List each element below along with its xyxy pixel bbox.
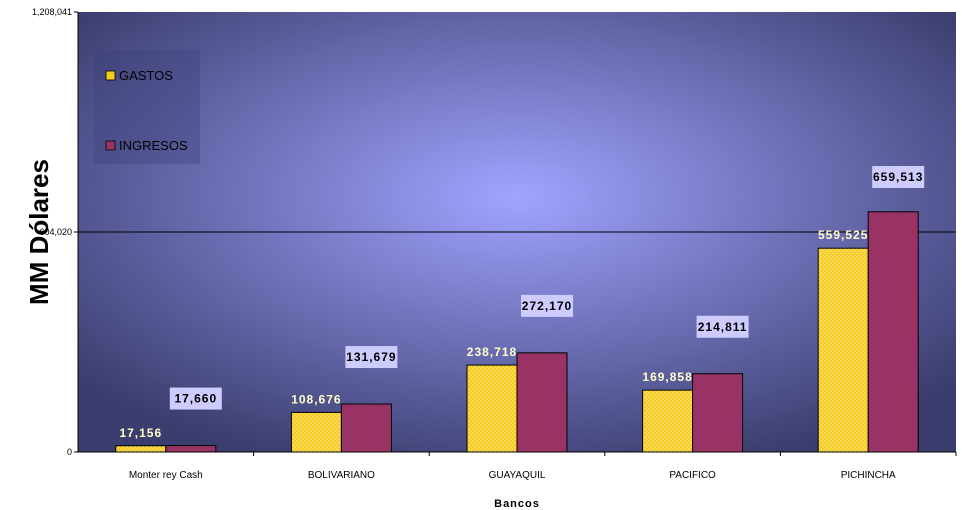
x-tick-label: Monter rey Cash bbox=[129, 470, 203, 481]
x-tick-labels: Monter rey Cash BOLIVARIANO GUAYAQUIL PACIF… bbox=[129, 452, 956, 481]
data-label-ingresos: 17,660 bbox=[174, 392, 217, 406]
legend: GASTOS INGRESOS bbox=[94, 50, 200, 164]
legend-swatch-gastos bbox=[106, 71, 115, 80]
data-label-gastos: 108,676 bbox=[291, 392, 341, 406]
data-label-ingresos: 214,811 bbox=[698, 320, 748, 334]
x-tick-label: BOLIVARIANO bbox=[308, 470, 375, 481]
bar-ingresos bbox=[693, 374, 743, 452]
legend-swatch-ingresos bbox=[106, 141, 115, 150]
data-label-ingresos: 272,170 bbox=[522, 299, 572, 313]
y-tick-label: 1,208,041 bbox=[32, 7, 72, 17]
y-tick-label: 0 bbox=[67, 447, 72, 457]
data-label-gastos: 17,156 bbox=[119, 426, 162, 440]
bar-gastos bbox=[467, 365, 517, 452]
legend-label-ingresos: INGRESOS bbox=[119, 138, 188, 153]
x-tick-label: PICHINCHA bbox=[841, 470, 896, 481]
data-label-gastos: 169,858 bbox=[642, 370, 692, 384]
data-label-gastos: 238,718 bbox=[467, 345, 517, 359]
bar-gastos bbox=[116, 446, 166, 452]
y-axis-label: MM Dólares bbox=[24, 159, 54, 305]
bar-gastos bbox=[818, 248, 868, 452]
bar-ingresos bbox=[517, 353, 567, 452]
data-label-ingresos: 659,513 bbox=[873, 170, 923, 184]
bar-ingresos bbox=[868, 212, 918, 452]
data-label-gastos: 559,525 bbox=[818, 228, 868, 242]
x-tick-label: GUAYAQUIL bbox=[489, 470, 546, 481]
data-label-ingresos: 131,679 bbox=[346, 350, 396, 364]
x-tick-label: PACIFICO bbox=[669, 470, 716, 481]
bar-ingresos bbox=[166, 446, 216, 452]
bar-ingresos bbox=[341, 404, 391, 452]
bar-gastos bbox=[291, 412, 341, 452]
legend-label-gastos: GASTOS bbox=[119, 68, 173, 83]
x-axis-label: Bancos bbox=[494, 498, 540, 510]
bar-gastos bbox=[643, 390, 693, 452]
